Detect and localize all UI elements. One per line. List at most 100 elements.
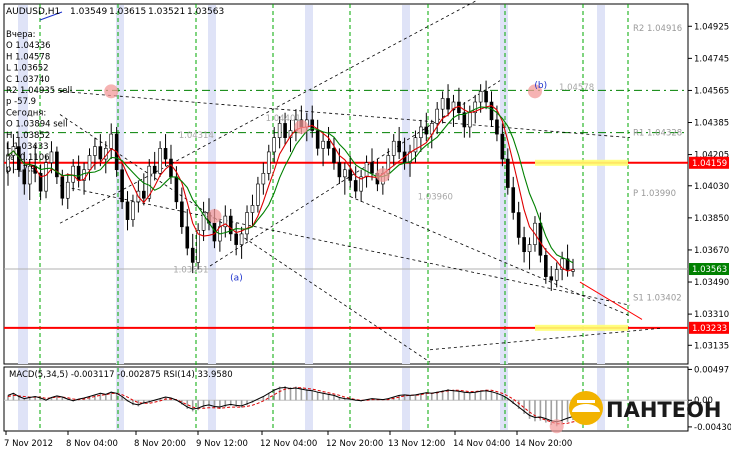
price-tick-label: 1.03850 — [694, 214, 729, 224]
candle[interactable] — [272, 126, 277, 163]
candle[interactable] — [98, 134, 103, 167]
bull-candle-body — [256, 183, 260, 206]
candle[interactable] — [370, 148, 374, 181]
candle[interactable] — [353, 166, 358, 199]
wave-label: (a) — [230, 274, 243, 284]
candle[interactable] — [234, 223, 238, 256]
candle[interactable] — [125, 191, 130, 231]
ma-slow-line — [7, 106, 574, 264]
candle[interactable] — [516, 201, 521, 245]
candle[interactable] — [245, 205, 249, 242]
candle[interactable] — [65, 173, 70, 209]
candle[interactable] — [27, 159, 32, 201]
candle[interactable] — [321, 134, 325, 167]
bear-candle-body — [169, 158, 173, 178]
candle[interactable] — [527, 237, 532, 270]
bear-candle-body — [544, 254, 548, 277]
info-line: p -17.9 — [6, 164, 36, 174]
candle[interactable] — [180, 187, 184, 234]
bear-candle-body — [500, 133, 505, 160]
bull-candle-body — [196, 230, 200, 263]
candle[interactable] — [44, 155, 48, 199]
candle[interactable] — [55, 146, 59, 184]
candle[interactable] — [337, 148, 342, 184]
candle[interactable] — [277, 116, 282, 149]
session-band — [402, 368, 410, 430]
macd-signal-line — [7, 387, 579, 425]
price-tag — [689, 321, 729, 334]
candle[interactable] — [250, 194, 255, 227]
candle[interactable] — [484, 80, 488, 110]
candle[interactable] — [446, 84, 450, 117]
candle[interactable] — [196, 223, 200, 270]
bear-candle-body — [337, 162, 342, 178]
candle[interactable] — [228, 208, 233, 242]
candle[interactable] — [495, 105, 499, 142]
price-axis: 1.04925 1.04745 1.04565 1.04385 1.04205 1.040… — [688, 22, 731, 433]
candle[interactable] — [560, 251, 564, 281]
candle[interactable] — [266, 144, 271, 181]
candle[interactable] — [239, 226, 244, 259]
candle[interactable] — [391, 134, 396, 167]
chart-header-open: 1.03549 — [70, 7, 107, 17]
candle[interactable] — [158, 141, 162, 177]
bear-candle-body — [516, 212, 521, 238]
info-line: L 1.03652 — [6, 64, 49, 74]
candle[interactable] — [218, 219, 222, 252]
bull-candle-body — [473, 101, 478, 114]
bull-candle-body — [71, 165, 75, 183]
bear-candle-body — [489, 101, 494, 121]
bull-candle-body — [27, 165, 32, 185]
info-line: L 1.03433 — [6, 142, 49, 152]
candle[interactable] — [522, 226, 526, 263]
candle[interactable] — [332, 137, 336, 170]
candle[interactable] — [424, 112, 429, 142]
candle[interactable] — [185, 208, 190, 256]
candle[interactable] — [201, 201, 206, 242]
candle[interactable] — [506, 148, 510, 195]
candle[interactable] — [109, 123, 114, 160]
candle[interactable] — [256, 176, 260, 213]
candle[interactable] — [142, 173, 146, 206]
bear-candle-body — [76, 165, 81, 181]
candle[interactable] — [283, 112, 287, 145]
candles-layer[interactable] — [6, 80, 575, 291]
candle[interactable] — [76, 155, 81, 188]
trend-line — [349, 196, 631, 317]
candle[interactable] — [120, 162, 124, 209]
pivot-label: P 1.03990 — [633, 189, 676, 199]
candle[interactable] — [571, 258, 575, 277]
candle[interactable] — [478, 84, 483, 113]
candle[interactable] — [511, 176, 516, 220]
candle[interactable] — [315, 119, 320, 156]
candle[interactable] — [467, 105, 472, 138]
candle[interactable] — [462, 102, 467, 138]
candle[interactable] — [163, 134, 168, 167]
candle[interactable] — [326, 126, 331, 156]
candle[interactable] — [435, 102, 439, 135]
candle[interactable] — [22, 151, 27, 195]
candle[interactable] — [152, 151, 157, 181]
candle[interactable] — [554, 262, 559, 288]
macd-layer — [4, 385, 688, 434]
bull-candle-body — [419, 126, 423, 138]
bull-candle-body — [147, 165, 152, 199]
candle[interactable] — [408, 144, 412, 177]
candle[interactable] — [131, 194, 135, 227]
candle[interactable] — [397, 126, 401, 160]
candle[interactable] — [261, 162, 266, 195]
candle[interactable] — [38, 164, 43, 201]
candle[interactable] — [190, 233, 195, 274]
candle[interactable] — [500, 123, 505, 167]
candle[interactable] — [359, 169, 363, 202]
bull-candle-body — [408, 151, 412, 163]
candle[interactable] — [343, 162, 347, 195]
candle[interactable] — [544, 248, 548, 284]
bull-candle-body — [65, 181, 70, 199]
candle[interactable] — [87, 148, 92, 181]
bull-candle-body — [440, 98, 445, 110]
candle[interactable] — [549, 265, 554, 291]
candle[interactable] — [348, 155, 353, 188]
candle[interactable] — [451, 94, 456, 127]
